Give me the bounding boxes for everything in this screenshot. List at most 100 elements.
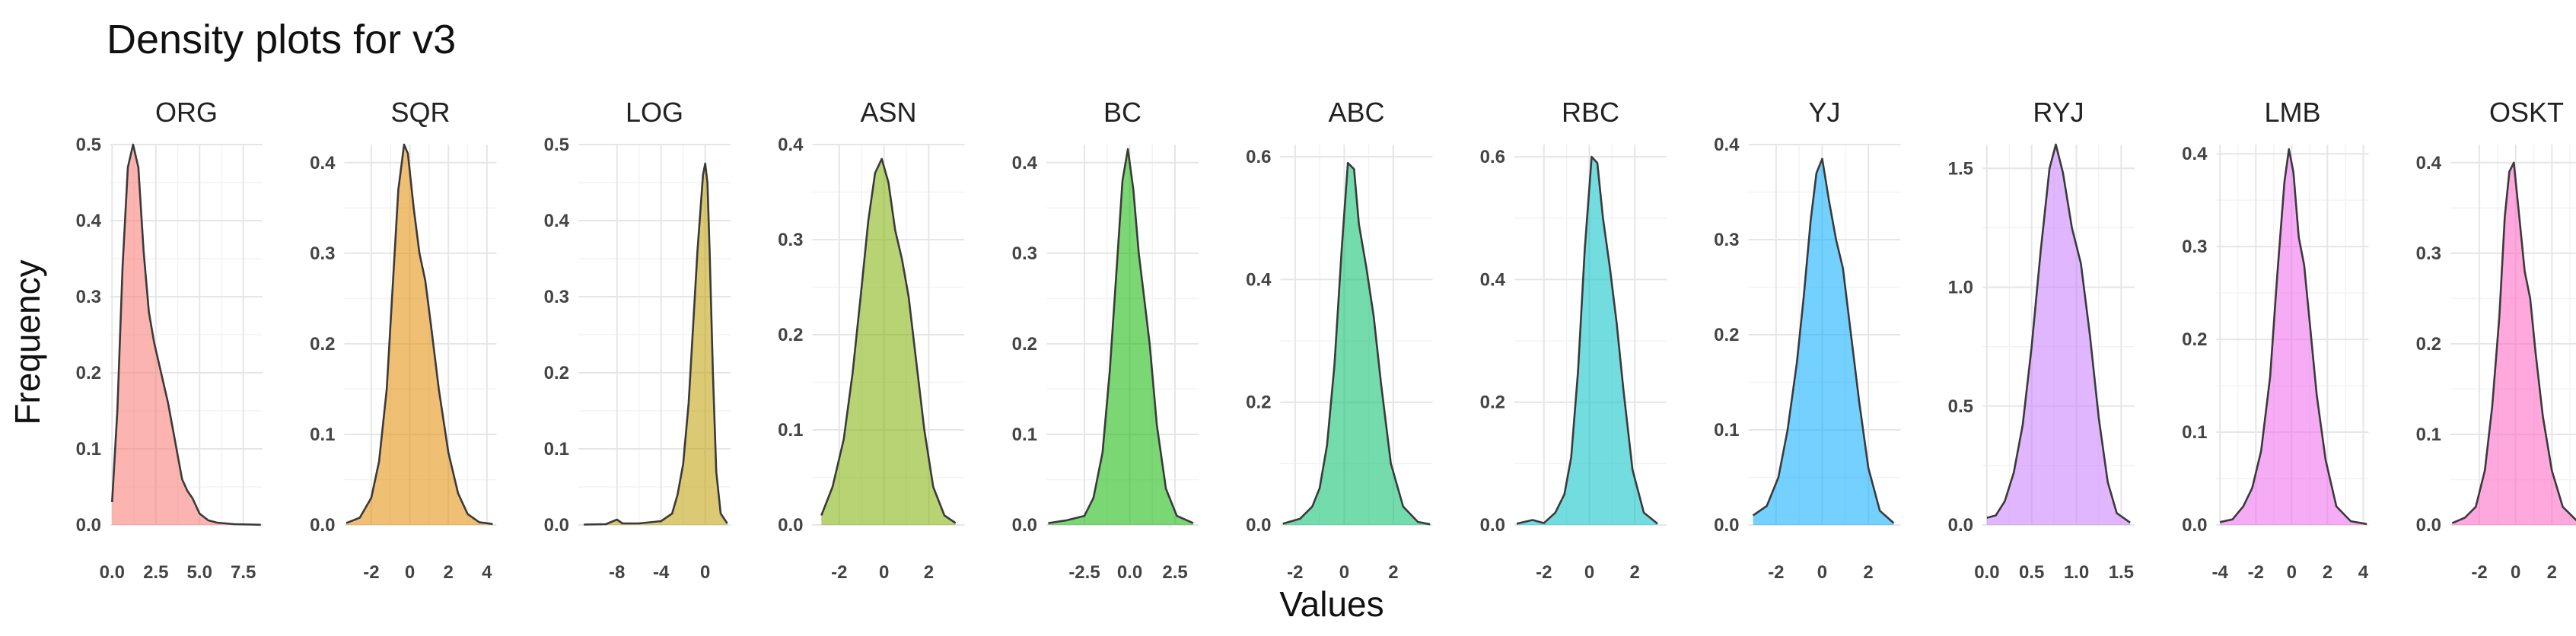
y-tick-label-abc: 0.2 [1246, 393, 1271, 413]
y-tick-label-org: 0.5 [76, 135, 101, 155]
y-tick-label-rbc: 0.6 [1480, 147, 1505, 167]
y-tick-label-bc: 0.3 [1012, 243, 1037, 264]
x-tick-label-bc: 0.0 [1117, 562, 1142, 583]
y-tick-label-asn: 0.4 [778, 135, 804, 155]
panel-bc: 0.0 0.1 0.2 0.3 0.4 -2.5 0.0 2.5 BC [1012, 97, 1199, 583]
x-tick-label-sqr: -2 [363, 562, 379, 583]
x-tick-label-ryj: 0.0 [1974, 562, 1999, 583]
panel-label-lmb: LMB [2264, 97, 2320, 128]
density-area-log [584, 164, 728, 525]
y-tick-label-sqr: 0.0 [310, 515, 335, 536]
y-tick-label-yj: 0.2 [1714, 325, 1739, 345]
x-tick-label-yj: 2 [1863, 562, 1873, 583]
panel-label-ryj: RYJ [2033, 97, 2084, 128]
x-tick-label-asn: -2 [831, 562, 847, 583]
y-tick-label-ryj: 1.0 [1948, 278, 1973, 298]
y-axis-title: Frequency [8, 259, 47, 425]
y-tick-label-ryj: 0.0 [1948, 515, 1973, 536]
y-tick-label-log: 0.1 [544, 439, 569, 460]
panel-label-asn: ASN [860, 97, 916, 128]
panel-oskt: 0.00.10.20.30.4-2024OSKT [2416, 97, 2576, 583]
x-tick-label-lmb: -4 [2212, 562, 2229, 583]
density-area-lmb [2220, 149, 2367, 525]
x-tick-label-lmb: 4 [2358, 562, 2369, 583]
x-tick-label-abc: 2 [1388, 562, 1398, 583]
x-tick-label-abc: -2 [1287, 562, 1303, 583]
y-tick-label-sqr: 0.1 [310, 425, 335, 445]
x-tick-label-abc: 0 [1339, 562, 1349, 583]
density-curve-asn [820, 157, 957, 524]
x-tick-label-lmb: 2 [2323, 562, 2332, 583]
y-tick-label-bc: 0.4 [1012, 153, 1038, 173]
x-tick-label-log: 0 [700, 562, 710, 583]
y-tick-label-log: 0.3 [544, 287, 569, 307]
y-tick-label-bc: 0.1 [1012, 425, 1037, 445]
x-tick-label-lmb: -2 [2248, 562, 2264, 583]
y-tick-label-asn: 0.2 [778, 325, 803, 345]
density-area-sqr [346, 145, 493, 525]
y-tick-label-asn: 0.3 [778, 230, 803, 250]
x-tick-label-bc: -2.5 [1068, 562, 1100, 583]
y-tick-label-sqr: 0.2 [310, 334, 335, 355]
panel-sqr: 0.0 0.1 0.2 0.3 0.4 -2 0 2 4 SQR [310, 97, 497, 583]
density-curve-org [111, 143, 261, 526]
y-tick-label-rbc: 0.2 [1480, 393, 1505, 413]
panel-label-rbc: RBC [1562, 97, 1619, 128]
y-tick-label-lmb: 0.4 [2182, 144, 2208, 164]
x-tick-label-log: -4 [653, 562, 670, 583]
y-tick-label-org: 0.3 [76, 287, 101, 307]
x-tick-label-ryj: 0.5 [2019, 562, 2044, 583]
y-tick-label-ryj: 0.5 [1948, 396, 1973, 417]
y-tick-label-abc: 0.6 [1246, 147, 1271, 167]
x-tick-label-oskt: 2 [2547, 562, 2557, 583]
y-tick-label-org: 0.4 [76, 211, 102, 231]
density-area-asn [821, 158, 956, 526]
x-tick-label-org: 2.5 [143, 562, 168, 583]
panel-lmb: 0.0 0.1 0.2 0.3 0.4 -4 -2 0 2 4 LMB [2182, 97, 2369, 583]
x-tick-label-rbc: 0 [1584, 562, 1594, 583]
y-tick-label-log: 0.4 [544, 211, 570, 231]
density-curve-log [584, 162, 728, 526]
y-tick-label-log: 0.2 [544, 363, 569, 383]
y-tick-label-org: 0.1 [76, 439, 101, 460]
x-tick-label-log: -8 [609, 562, 625, 583]
x-tick-label-org: 0.0 [100, 562, 125, 583]
y-tick-label-org: 0.2 [76, 363, 101, 383]
density-area-abc [1282, 163, 1431, 525]
y-tick-label-abc: 0.0 [1246, 515, 1271, 536]
panel-label-org: ORG [155, 97, 218, 128]
y-tick-label-oskt: 0.4 [2416, 153, 2442, 173]
density-area-rbc [1517, 157, 1658, 525]
y-tick-label-yj: 0.3 [1714, 230, 1739, 250]
x-tick-label-yj: -2 [1768, 562, 1784, 583]
y-tick-label-bc: 0.0 [1012, 515, 1037, 536]
density-curve-rbc [1516, 155, 1658, 525]
y-tick-label-log: 0.5 [544, 135, 569, 155]
x-tick-label-sqr: 2 [444, 562, 454, 583]
x-tick-label-asn: 2 [924, 562, 934, 583]
density-area-yj [1753, 158, 1894, 526]
x-tick-label-ryj: 1.0 [2064, 562, 2089, 583]
panel-ryj: 0.0 0.5 1.0 1.5 0.0 0.5 1.0 1.5 RYJ [1948, 97, 2135, 583]
y-tick-label-yj: 0.4 [1714, 135, 1740, 155]
y-tick-label-oskt: 0.0 [2416, 515, 2441, 536]
x-axis-title: Values [1279, 584, 1384, 624]
chart-title: Density plots for v3 [107, 17, 456, 62]
panel-label-bc: BC [1103, 97, 1142, 128]
panel-label-yj: YJ [1808, 97, 1840, 128]
y-tick-label-org: 0.0 [76, 515, 101, 536]
panel-log: 0.0 0.1 0.2 0.3 0.4 0.5 -8 -4 0 LOG [544, 97, 731, 583]
x-tick-label-oskt: 0 [2511, 562, 2520, 583]
x-tick-label-sqr: 0 [405, 562, 415, 583]
y-tick-label-sqr: 0.4 [310, 153, 336, 173]
density-curve-yj [1752, 157, 1895, 524]
y-tick-label-oskt: 0.2 [2416, 334, 2441, 355]
density-curve-lmb [2219, 148, 2367, 526]
panel-label-abc: ABC [1328, 97, 1384, 128]
y-tick-label-asn: 0.1 [778, 420, 803, 440]
x-tick-label-rbc: 2 [1630, 562, 1640, 583]
density-curve-oskt [2451, 161, 2576, 524]
x-tick-label-org: 7.5 [231, 562, 256, 583]
y-tick-label-ryj: 1.5 [1948, 158, 1973, 179]
panel-label-log: LOG [626, 97, 683, 128]
